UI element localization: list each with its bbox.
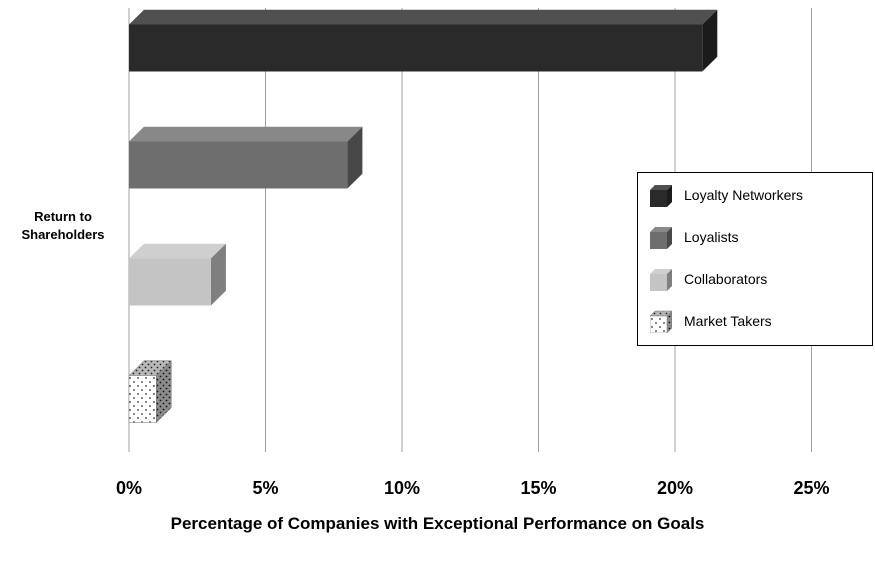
bar-top-face (129, 126, 363, 142)
bar-front-face (129, 24, 703, 72)
swatch-front (650, 274, 667, 291)
legend-label: Loyalists (684, 229, 739, 245)
bar-collaborators (129, 243, 226, 306)
legend-label: Market Takers (684, 313, 772, 329)
legend-swatch-icon (650, 269, 672, 291)
legend-swatch-icon (650, 185, 672, 207)
swatch-top (650, 227, 672, 232)
swatch-top (650, 269, 672, 274)
bar-top-face (129, 243, 226, 259)
bar-side-face (347, 126, 363, 189)
swatch-front (650, 232, 667, 249)
bar-side-face (702, 9, 718, 72)
bar-side-face (210, 243, 226, 306)
x-tick-label: 0% (116, 478, 142, 498)
legend-item: Loyalty Networkers (650, 183, 803, 207)
swatch-side (667, 269, 672, 291)
legend-label: Collaborators (684, 271, 768, 287)
bar-market-takers (128, 360, 172, 424)
x-tick-label: 5% (252, 478, 278, 498)
legend-label: Loyalty Networkers (684, 187, 804, 203)
bar-front-face (129, 141, 348, 189)
x-tick-label: 20% (657, 478, 693, 498)
swatch-side (667, 227, 672, 249)
legend-item: Collaborators (650, 267, 767, 291)
bar-top-face (129, 9, 718, 25)
x-tick-label: 15% (520, 478, 556, 498)
bar-loyalty-networkers (129, 9, 718, 72)
legend-swatch-icon (650, 227, 672, 249)
legend-item: Loyalists (650, 225, 738, 249)
category-label: Return to Shareholders (21, 209, 105, 242)
legend-item: Market Takers (650, 309, 772, 333)
swatch-front (650, 315, 668, 333)
legend-swatch-icon (650, 310, 672, 333)
x-axis-title: Percentage of Companies with Exceptional… (170, 514, 705, 533)
swatch-side (667, 185, 672, 207)
bar-front-face (128, 375, 157, 423)
legend: Loyalty Networkers Loyalists Collaborato… (637, 172, 873, 346)
x-tick-label: 25% (793, 478, 829, 498)
swatch-top (650, 185, 672, 190)
bar-front-face (129, 258, 211, 306)
x-tick-label: 10% (384, 478, 420, 498)
bar-loyalists (129, 126, 363, 189)
swatch-front (650, 190, 667, 207)
